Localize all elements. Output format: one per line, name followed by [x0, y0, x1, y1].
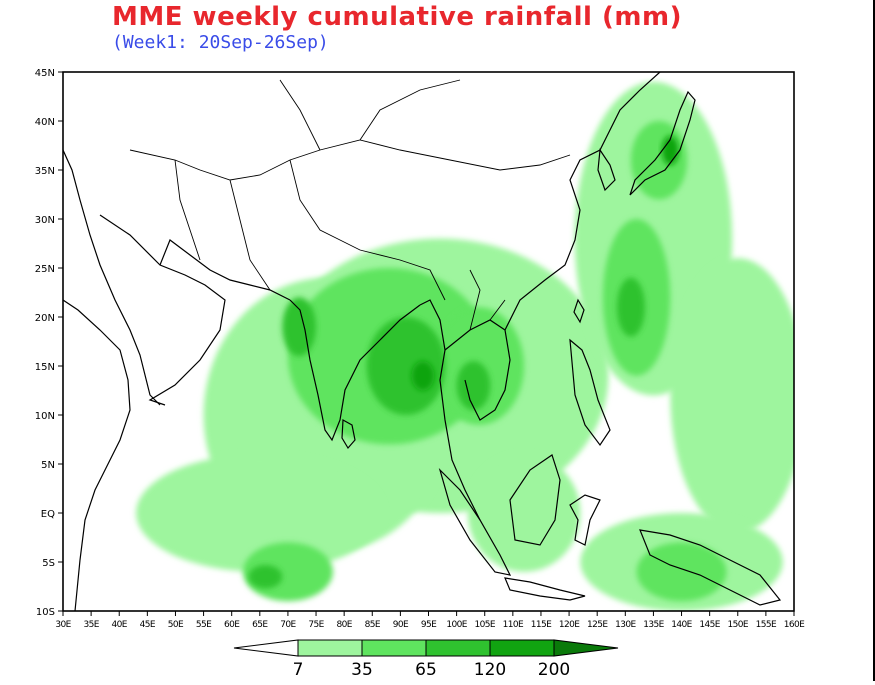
rain-region-level-3	[366, 317, 446, 415]
rain-region-level-4	[411, 361, 435, 391]
latitude-axis: 10S 5S EQ 5N 10N 15N 20N 25N 30N 35N 40N 45N	[35, 68, 63, 618]
colorbar-label: 120	[474, 660, 506, 680]
coast-indochina	[444, 319, 511, 421]
lon-tick-label: 75E	[308, 620, 324, 630]
coast-java	[504, 577, 586, 601]
coast-sumatra	[438, 467, 512, 576]
coast-china-east	[504, 72, 661, 331]
rain-region-level-3	[616, 277, 645, 337]
window-edge	[873, 0, 875, 681]
colorbar-label: 35	[351, 660, 373, 680]
colorbar-segment-low	[233, 639, 299, 657]
lat-tick-label: 20N	[35, 313, 55, 324]
coast-taiwan	[573, 298, 585, 324]
lon-tick-label: 65E	[252, 620, 268, 630]
lon-tick-label: 70E	[280, 620, 296, 630]
coast-arabia	[99, 214, 226, 406]
lat-tick-label: 40N	[35, 117, 55, 128]
lon-tick-label: 110E	[503, 620, 524, 630]
lon-tick-label: 90E	[393, 620, 409, 630]
colorbar-legend: 7 35 65 120 200	[233, 639, 619, 680]
rain-region-level-3	[456, 361, 491, 411]
lon-tick-label: 135E	[643, 620, 664, 630]
map-title: MME weekly cumulative rainfall (mm)	[112, 2, 682, 32]
lon-tick-label: 100E	[446, 620, 467, 630]
lon-tick-label: 45E	[140, 620, 156, 630]
rainfall-contours	[136, 81, 794, 611]
lon-tick-label: 155E	[756, 620, 777, 630]
lon-tick-label: 125E	[587, 620, 608, 630]
colorbar-segment	[297, 639, 363, 657]
lon-tick-label: 60E	[224, 620, 240, 630]
lon-tick-label: 120E	[559, 620, 580, 630]
rain-region-level-3	[282, 297, 317, 357]
coast-red-sea	[63, 149, 161, 406]
lon-tick-label: 50E	[168, 620, 184, 630]
lon-tick-label: 30E	[55, 620, 71, 630]
lon-tick-label: 140E	[671, 620, 692, 630]
lon-tick-label: 130E	[615, 620, 636, 630]
rain-region-level-1	[136, 454, 384, 572]
rain-region-level-2	[630, 121, 688, 200]
rain-region-level-1	[670, 258, 794, 533]
lat-tick-label: 5N	[41, 460, 55, 471]
lat-tick-label: 10N	[35, 411, 55, 422]
coast-sulawesi	[569, 494, 601, 546]
lon-tick-label: 95E	[421, 620, 437, 630]
lat-tick-label: 35N	[35, 166, 55, 177]
lon-tick-label: 55E	[196, 620, 212, 630]
coast-africa-east	[63, 299, 131, 611]
lat-tick-label: 45N	[35, 68, 55, 79]
lat-tick-label: EQ	[41, 509, 55, 520]
lon-tick-label: 105E	[474, 620, 495, 630]
coast-persian-gulf	[159, 239, 291, 301]
coast-japan	[629, 90, 696, 196]
lon-tick-label: 80E	[336, 620, 352, 630]
colorbar-segment	[361, 639, 427, 657]
coast-newguinea	[639, 529, 782, 606]
lon-tick-label: 85E	[365, 620, 381, 630]
coastlines	[63, 72, 782, 611]
lat-tick-label: 25N	[35, 264, 55, 275]
coast-bengal	[419, 299, 481, 521]
lon-tick-label: 145E	[699, 620, 720, 630]
lon-tick-label: 40E	[112, 620, 128, 630]
lat-tick-label: 10S	[36, 607, 55, 618]
colorbar-segment-high	[553, 639, 619, 657]
border-lines	[129, 79, 571, 331]
map-subtitle: (Week1: 20Sep-26Sep)	[112, 32, 329, 53]
lat-tick-label: 5S	[42, 558, 55, 569]
lat-tick-label: 15N	[35, 362, 55, 373]
colorbar-segment	[489, 639, 555, 657]
rain-region-level-2	[636, 542, 727, 602]
colorbar-label: 200	[538, 660, 570, 680]
coast-borneo	[509, 454, 561, 546]
coast-korea	[597, 148, 616, 192]
lon-tick-label: 115E	[531, 620, 552, 630]
rain-region-level-1	[467, 454, 581, 572]
lon-tick-label: 150E	[728, 620, 749, 630]
lat-tick-label: 30N	[35, 215, 55, 226]
colorbar-label: 7	[293, 660, 304, 680]
lon-tick-label: 35E	[83, 620, 99, 630]
coast-srilanka	[341, 419, 356, 450]
rain-region-level-3	[248, 564, 283, 589]
coast-philippines	[569, 338, 611, 447]
colorbar-label: 65	[415, 660, 437, 680]
colorbar-segment	[425, 639, 491, 657]
longitude-axis: 30E 35E 40E 45E 50E 55E 60E 65E 70E 75E 80E 85E 90E 9…	[55, 611, 806, 630]
lon-tick-label: 160E	[784, 620, 805, 630]
coast-india	[289, 299, 421, 442]
